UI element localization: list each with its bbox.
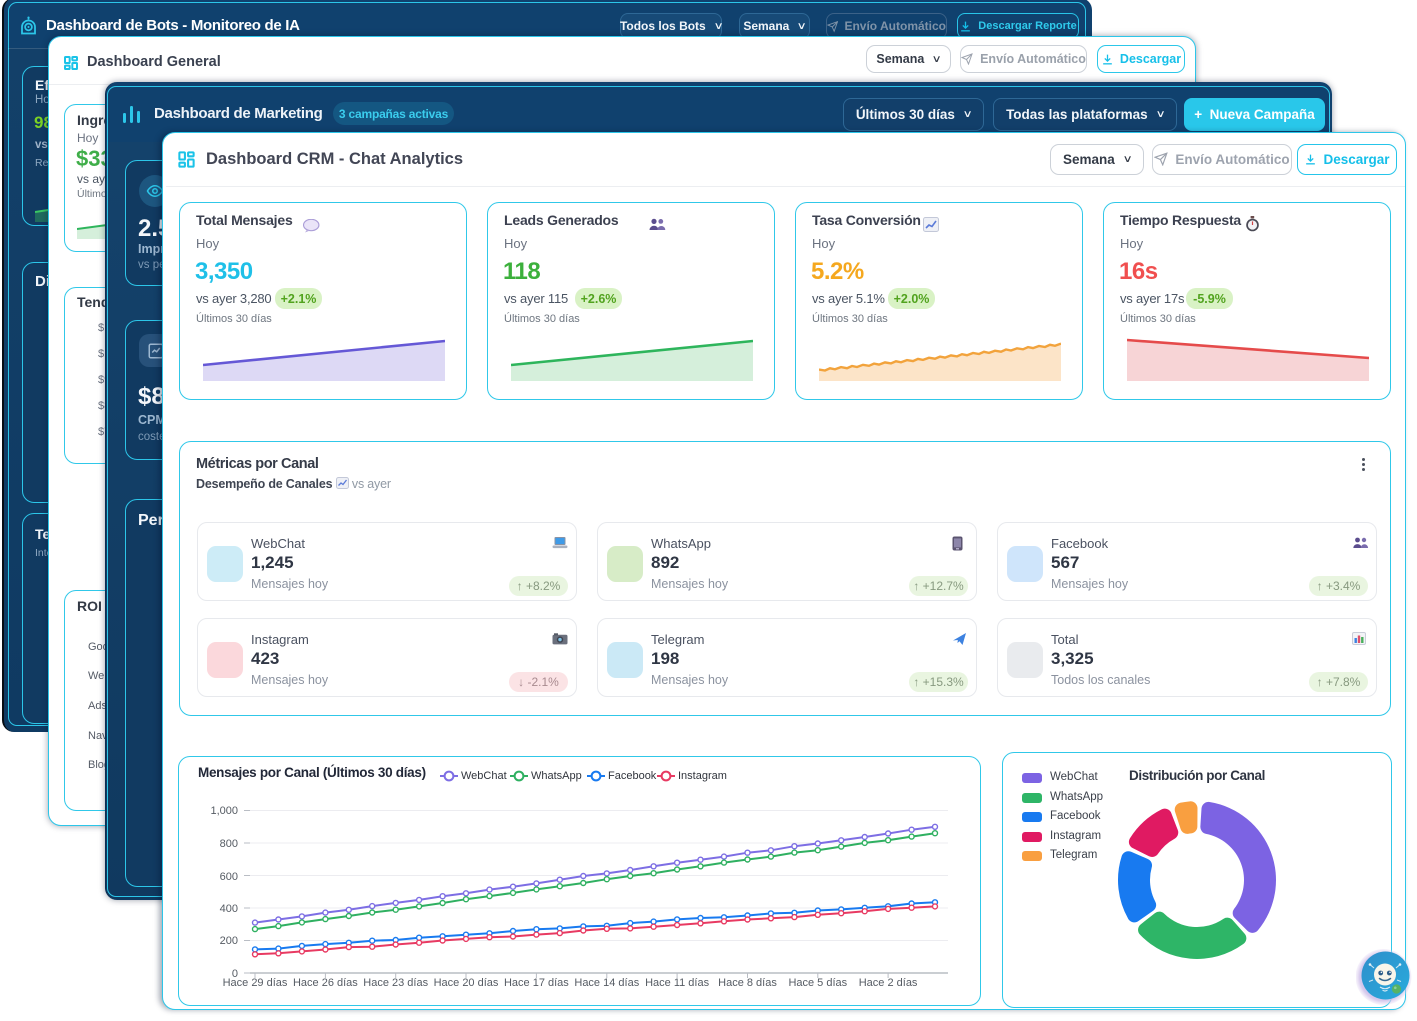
svg-text:Hace 23 días: Hace 23 días <box>363 977 428 989</box>
svg-text:800: 800 <box>220 838 238 850</box>
svg-text:Hace 11 días: Hace 11 días <box>645 977 710 989</box>
svg-text:Hace 8 días: Hace 8 días <box>718 977 777 989</box>
svg-text:600: 600 <box>220 871 238 883</box>
svg-text:1,000: 1,000 <box>210 805 238 817</box>
svg-text:Hace 5 días: Hace 5 días <box>788 977 847 989</box>
svg-text:0: 0 <box>232 968 238 980</box>
svg-text:Hace 17 días: Hace 17 días <box>504 977 569 989</box>
svg-text:Hace 14 días: Hace 14 días <box>574 977 639 989</box>
svg-text:Hace 2 días: Hace 2 días <box>859 977 918 989</box>
svg-text:200: 200 <box>220 935 238 947</box>
svg-text:400: 400 <box>220 903 238 915</box>
svg-text:Hace 20 días: Hace 20 días <box>434 977 499 989</box>
svg-text:Hace 26 días: Hace 26 días <box>293 977 358 989</box>
svg-text:Hace 29 días: Hace 29 días <box>223 977 288 989</box>
